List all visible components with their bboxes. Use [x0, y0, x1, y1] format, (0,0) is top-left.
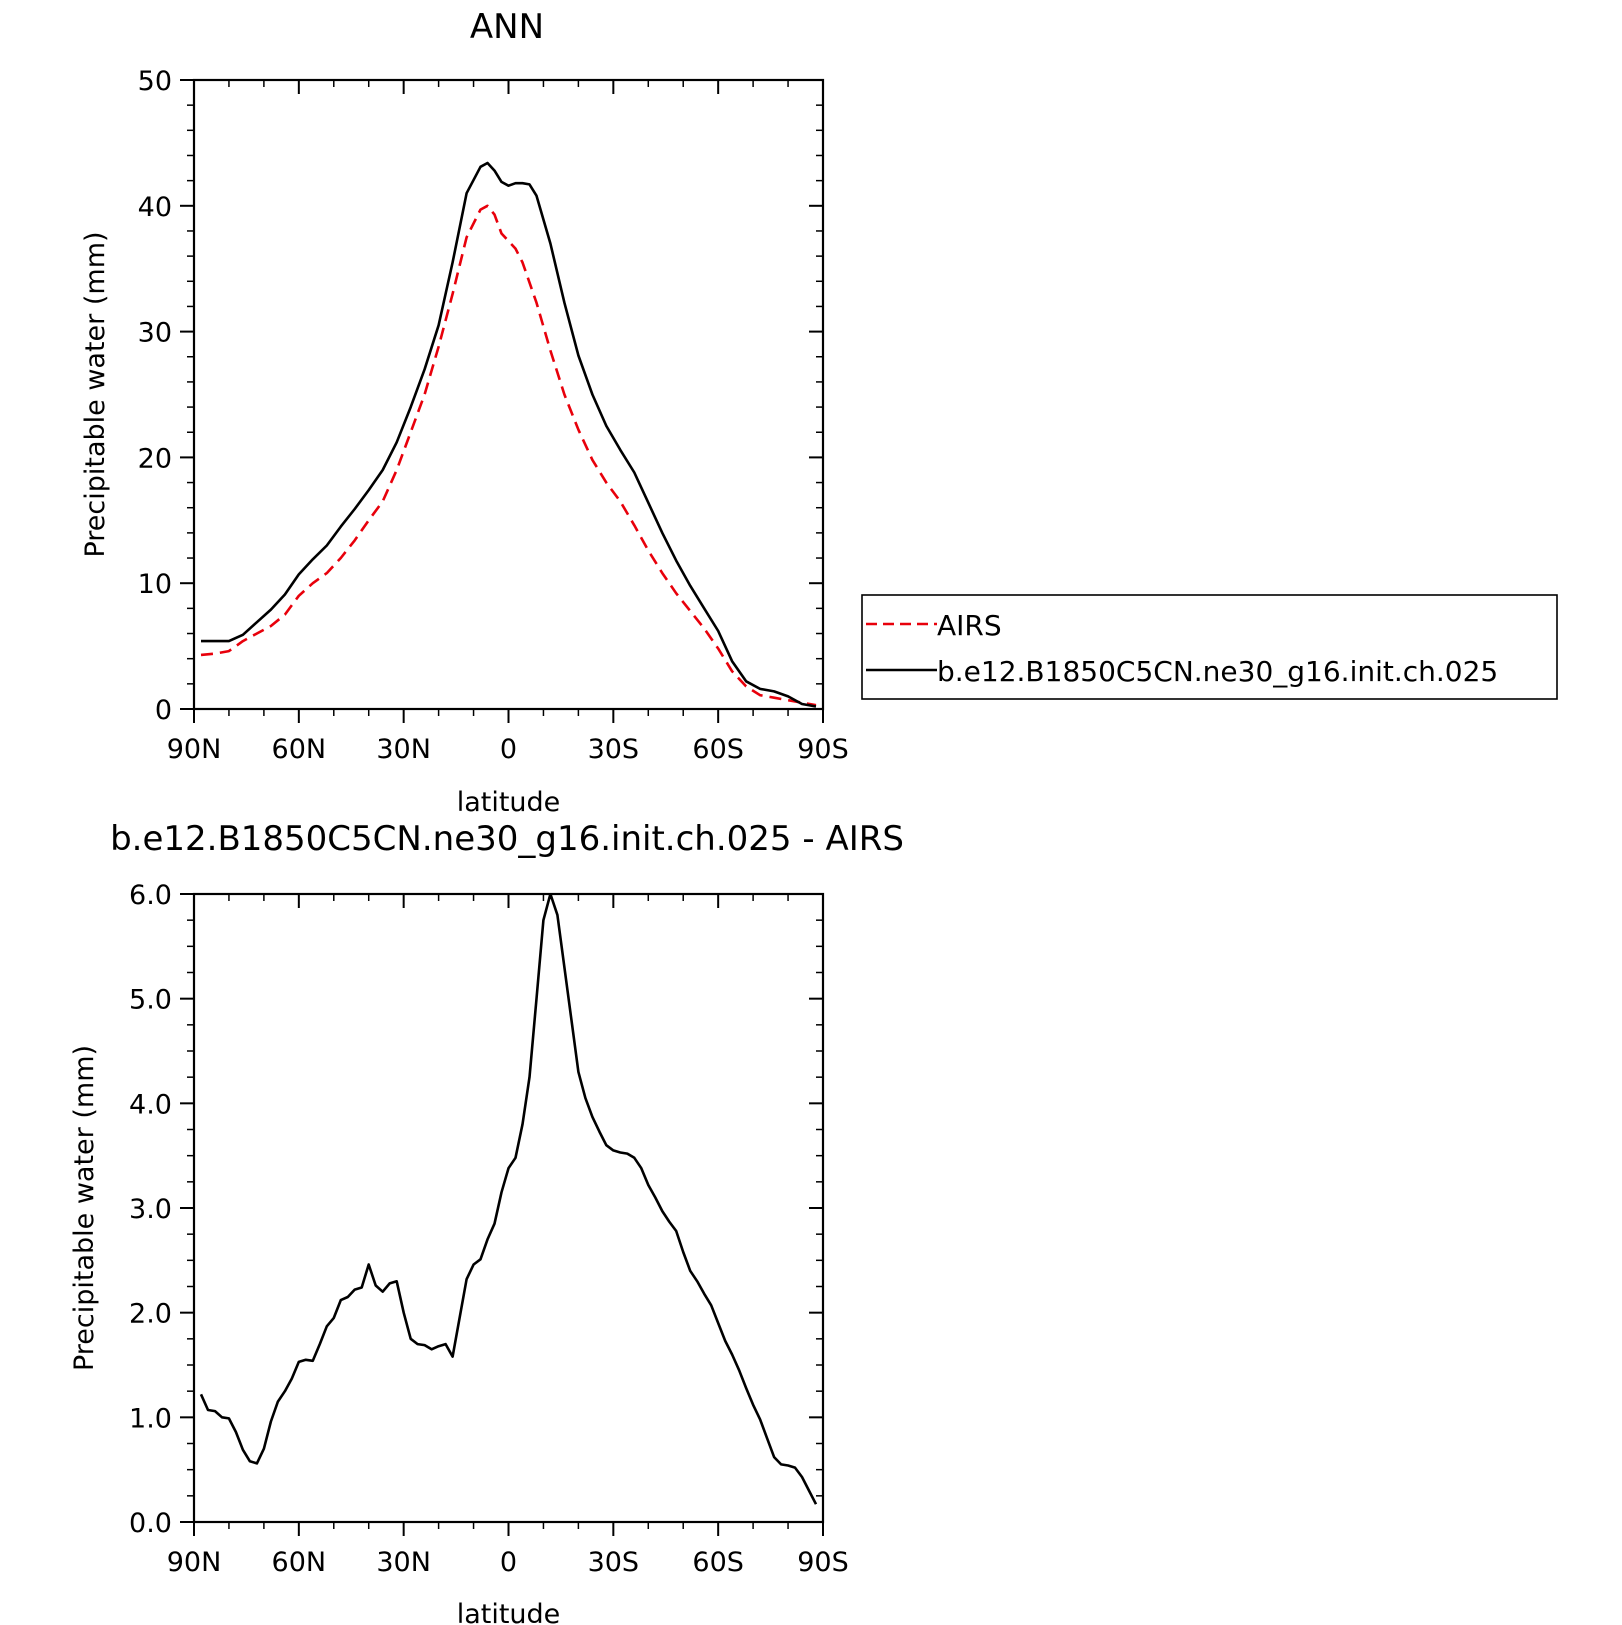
x-tick-labels: 90N 60N 30N 0 30S 60S 90S — [167, 734, 849, 765]
x-tick-label: 60S — [692, 734, 744, 765]
x-tick-label: 30S — [588, 1547, 640, 1578]
x-tick-label: 60S — [692, 1547, 744, 1578]
y-tick-label: 3.0 — [129, 1194, 172, 1225]
y-tick-label: 30 — [138, 318, 172, 349]
x-tick-label: 90S — [797, 1547, 849, 1578]
series-line-airs — [200, 204, 817, 707]
y-axis-label: Precipitable water (mm) — [69, 1045, 100, 1371]
legend-label-airs: AIRS — [937, 609, 1002, 642]
x-tick-labels: 90N 60N 30N 0 30S 60S 90S — [167, 1547, 849, 1578]
tick-marks — [180, 79, 824, 723]
x-axis-label: latitude — [457, 1599, 561, 1625]
y-tick-label: 40 — [138, 192, 172, 223]
plot-frame — [192, 78, 825, 711]
x-tick-label: 90S — [797, 734, 849, 765]
plot-frame — [192, 892, 825, 1524]
chart-title: ANN — [470, 7, 544, 47]
y-tick-label: 6.0 — [129, 880, 172, 911]
chart-title: b.e12.B1850C5CN.ne30_g16.init.ch.025 - A… — [110, 819, 904, 859]
x-tick-label: 30S — [588, 734, 640, 765]
y-tick-label: 10 — [138, 569, 172, 600]
series-line-difference — [199, 894, 818, 1505]
x-tick-label: 0 — [500, 1547, 517, 1578]
y-tick-labels: 0.0 1.0 2.0 3.0 4.0 5.0 6.0 — [129, 880, 172, 1539]
series-lines — [199, 894, 818, 1505]
y-tick-label: 1.0 — [129, 1403, 172, 1434]
climatology-panel: ANN 0 10 20 30 40 50 90N 60N 30N 0 30S 60S 90S lati… — [80, 7, 1558, 818]
y-axis-label: Precipitable water (mm) — [80, 231, 111, 557]
tick-marks — [180, 893, 824, 1536]
legend: AIRS b.e12.B1850C5CN.ne30_g16.init.ch.02… — [861, 594, 1558, 700]
y-tick-label: 50 — [138, 66, 172, 97]
series-line-b-e12-b1850c5cn-ne30-g16-init-ch-025 — [201, 161, 817, 708]
x-tick-label: 60N — [272, 1547, 327, 1578]
y-tick-labels: 0 10 20 30 40 50 — [138, 66, 172, 726]
legend-box — [861, 594, 1558, 700]
x-tick-label: 60N — [272, 734, 327, 765]
y-tick-label: 20 — [138, 443, 172, 474]
x-tick-label: 90N — [167, 734, 222, 765]
y-tick-label: 5.0 — [129, 985, 172, 1016]
x-tick-label: 0 — [500, 734, 517, 765]
y-tick-label: 2.0 — [129, 1299, 172, 1330]
x-tick-label: 90N — [167, 1547, 222, 1578]
x-axis-label: latitude — [457, 787, 561, 818]
x-tick-label: 30N — [376, 1547, 431, 1578]
legend-label-model: b.e12.B1850C5CN.ne30_g16.init.ch.025 — [937, 655, 1498, 688]
difference-panel: b.e12.B1850C5CN.ne30_g16.init.ch.025 - A… — [69, 819, 904, 1625]
y-tick-label: 0.0 — [129, 1508, 172, 1539]
x-tick-label: 30N — [376, 734, 431, 765]
y-tick-label: 4.0 — [129, 1089, 172, 1120]
series-lines — [200, 161, 817, 708]
y-tick-label: 0 — [155, 695, 172, 726]
